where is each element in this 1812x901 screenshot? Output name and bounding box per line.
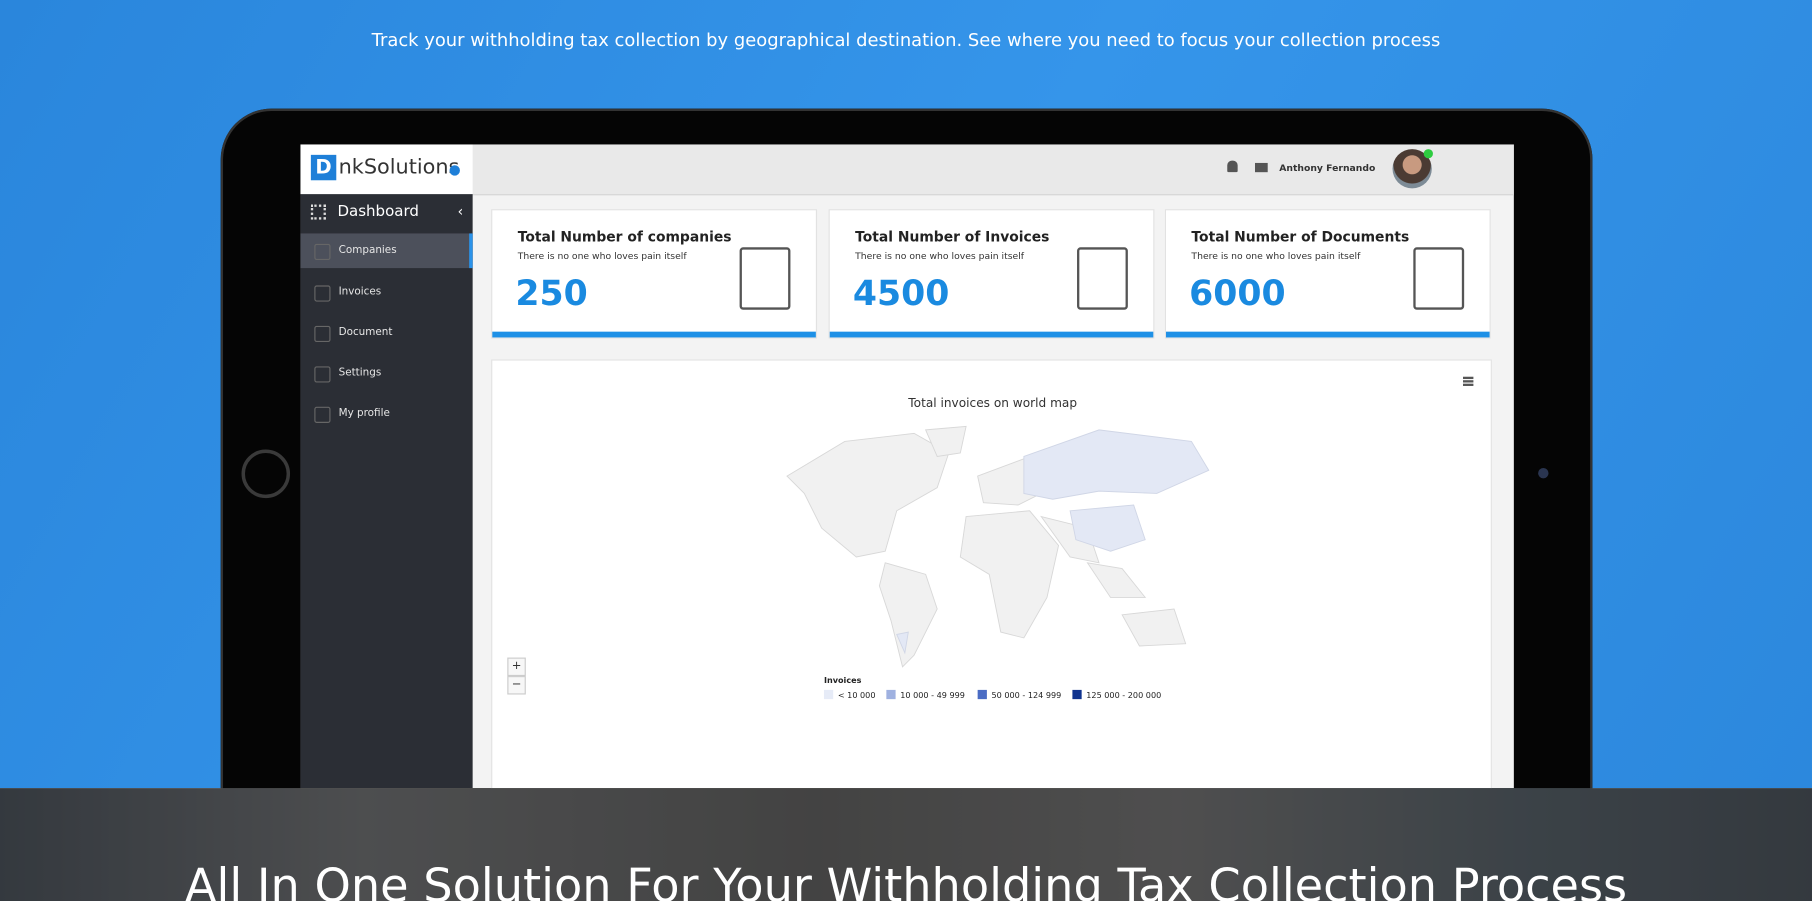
nav-item[interactable]: Invoices <box>338 286 382 299</box>
notification-icon[interactable] <box>1227 160 1238 173</box>
stat-card: Total Number of companies There is no one… <box>491 209 818 339</box>
card-accent <box>829 331 1154 338</box>
nav-icon <box>314 285 331 302</box>
card-value: 4500 <box>852 273 950 315</box>
logo[interactable]: D nkSolutions <box>300 144 473 195</box>
banner-overlay <box>0 788 1812 901</box>
legend-label: < 10 000 <box>837 691 876 701</box>
highlighted-countries <box>896 429 1210 655</box>
stat-card: Total Number of Invoices There is no one … <box>828 209 1155 339</box>
legend-swatch <box>1072 689 1082 700</box>
banner-section: All In One Solution For Your Withholding… <box>0 788 1812 901</box>
logo-dot <box>449 165 460 176</box>
top-bar: Anthony Fernando <box>300 144 1514 196</box>
legend-label: 125 000 - 200 000 <box>1086 691 1162 701</box>
legend-label: 50 000 - 124 999 <box>991 691 1062 701</box>
stat-card: Total Number of Documents There is no one… <box>1164 209 1491 339</box>
card-accent <box>492 331 816 338</box>
card-subtitle: There is no one who loves pain itself <box>517 250 687 262</box>
banner-heading: All In One Solution For Your Withholding… <box>184 859 1628 901</box>
nav-icon <box>314 325 331 343</box>
africa <box>959 510 1060 639</box>
card-subtitle: There is no one who loves pain itself <box>1191 250 1361 262</box>
legend-item: 50 000 - 124 999 <box>977 689 1062 701</box>
legend-swatch <box>823 689 834 700</box>
online-indicator <box>1423 149 1433 159</box>
card-value: 6000 <box>1189 273 1286 315</box>
user-name[interactable]: Anthony Fernando <box>1279 162 1376 174</box>
collapse-icon[interactable]: ‹ <box>457 203 464 220</box>
world-map <box>786 425 1210 668</box>
nav-icon <box>314 366 331 383</box>
card-accent <box>1166 331 1490 338</box>
card-title: Total Number of Invoices <box>855 228 1050 245</box>
north-america <box>786 432 950 558</box>
zoom-in[interactable]: + <box>507 657 526 677</box>
china <box>1069 504 1146 552</box>
legend-swatch <box>977 689 987 700</box>
card-icon <box>739 247 791 310</box>
legend-item: < 10 000 <box>823 689 876 701</box>
logo-mark: D <box>310 154 337 181</box>
map-title: Total invoices on world map <box>908 396 1078 411</box>
southeast-asia <box>1086 562 1147 598</box>
legend-item: 10 000 - 49 999 <box>886 689 965 701</box>
menu-button[interactable] <box>1463 376 1474 386</box>
nav-item[interactable]: Document <box>338 327 393 339</box>
south-america <box>878 562 938 668</box>
nav-icon <box>314 406 331 423</box>
legend-title: Invoices <box>823 676 862 686</box>
card-title: Total Number of companies <box>517 228 732 245</box>
argentina <box>896 631 909 655</box>
legend-label: 10 000 - 49 999 <box>900 691 965 701</box>
card-icon <box>1413 247 1465 310</box>
legend-item: 125 000 - 200 000 <box>1072 689 1162 701</box>
logo-name: nkSolutions <box>338 154 460 180</box>
nav-item[interactable]: My profile <box>338 407 390 420</box>
message-icon[interactable] <box>1254 162 1268 173</box>
nav-icon <box>314 243 331 261</box>
nav-item[interactable]: Settings <box>338 367 382 380</box>
hero-subtitle: Track your withholding tax collection by… <box>371 30 1441 51</box>
greenland <box>924 425 967 457</box>
map-panel: Total invoices on world map <box>491 359 1492 789</box>
legend-swatch <box>886 689 896 700</box>
card-value: 250 <box>515 273 588 315</box>
card-icon <box>1077 247 1128 310</box>
nav-item[interactable]: Companies <box>300 233 473 269</box>
card-title: Total Number of Documents <box>1191 228 1410 245</box>
dashboard-icon <box>310 204 326 220</box>
tablet-button <box>241 449 291 499</box>
app-screen: Anthony Fernando D nkSolutions Dashboard… <box>300 144 1514 789</box>
tablet-camera <box>1538 468 1549 479</box>
australia <box>1121 608 1187 647</box>
russia <box>1023 429 1210 500</box>
zoom-out[interactable]: − <box>507 676 526 695</box>
sidebar: Dashboard ‹ Companies Invoices Document Set… <box>300 194 473 789</box>
sidebar-title[interactable]: Dashboard <box>337 203 419 221</box>
card-subtitle: There is no one who loves pain itself <box>855 250 1025 262</box>
